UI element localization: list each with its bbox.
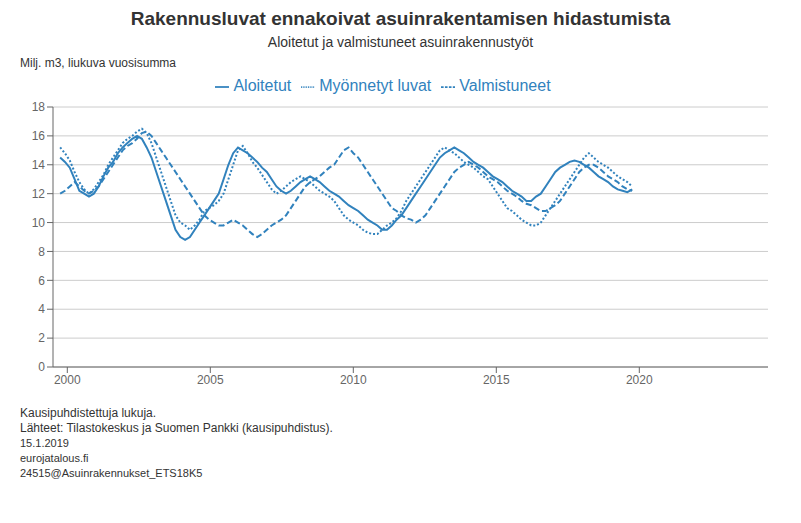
svg-text:2020: 2020 — [626, 373, 653, 387]
html-text:Aloitetut: Aloitetut — [233, 77, 292, 94]
html-text:15.1.2019: 15.1.2019 — [20, 437, 69, 449]
svg-text:2000: 2000 — [54, 373, 81, 387]
html-text:Milj. m3, liukuva vuosisumma: Milj. m3, liukuva vuosisumma — [20, 56, 176, 70]
html-text:Kausipuhdistettuja lukuja.: Kausipuhdistettuja lukuja. — [20, 406, 157, 420]
svg-text:18: 18 — [32, 100, 46, 114]
svg-text:10: 10 — [32, 216, 46, 230]
html-text:Aloitetut ja valmistuneet asui: Aloitetut ja valmistuneet asuinrakennust… — [267, 34, 534, 50]
svg-text:2015: 2015 — [483, 373, 510, 387]
svg-text:2005: 2005 — [197, 373, 224, 387]
html-text:Lähteet: Tilastokeskus ja Suom: Lähteet: Tilastokeskus ja Suomen Pankki … — [20, 421, 333, 435]
html-text:eurojatalous.fi: eurojatalous.fi — [20, 452, 89, 464]
svg-text:8: 8 — [38, 245, 45, 259]
svg-text:14: 14 — [32, 158, 46, 172]
html-text:Rakennusluvat ennakoivat asuin: Rakennusluvat ennakoivat asuinrakentamis… — [130, 8, 671, 29]
html-text:Valmistuneet: Valmistuneet — [459, 77, 551, 94]
html-text:Myönnetyt luvat: Myönnetyt luvat — [319, 77, 432, 94]
svg-text:2: 2 — [38, 331, 45, 345]
svg-text:2010: 2010 — [340, 373, 367, 387]
svg-text:4: 4 — [38, 302, 45, 316]
svg-text:6: 6 — [38, 274, 45, 288]
svg-text:16: 16 — [32, 129, 46, 143]
html-text:24515@Asuinrakennukset_ETS18K5: 24515@Asuinrakennukset_ETS18K5 — [20, 467, 203, 479]
svg-text:12: 12 — [32, 187, 46, 201]
svg-text:0: 0 — [38, 360, 45, 374]
